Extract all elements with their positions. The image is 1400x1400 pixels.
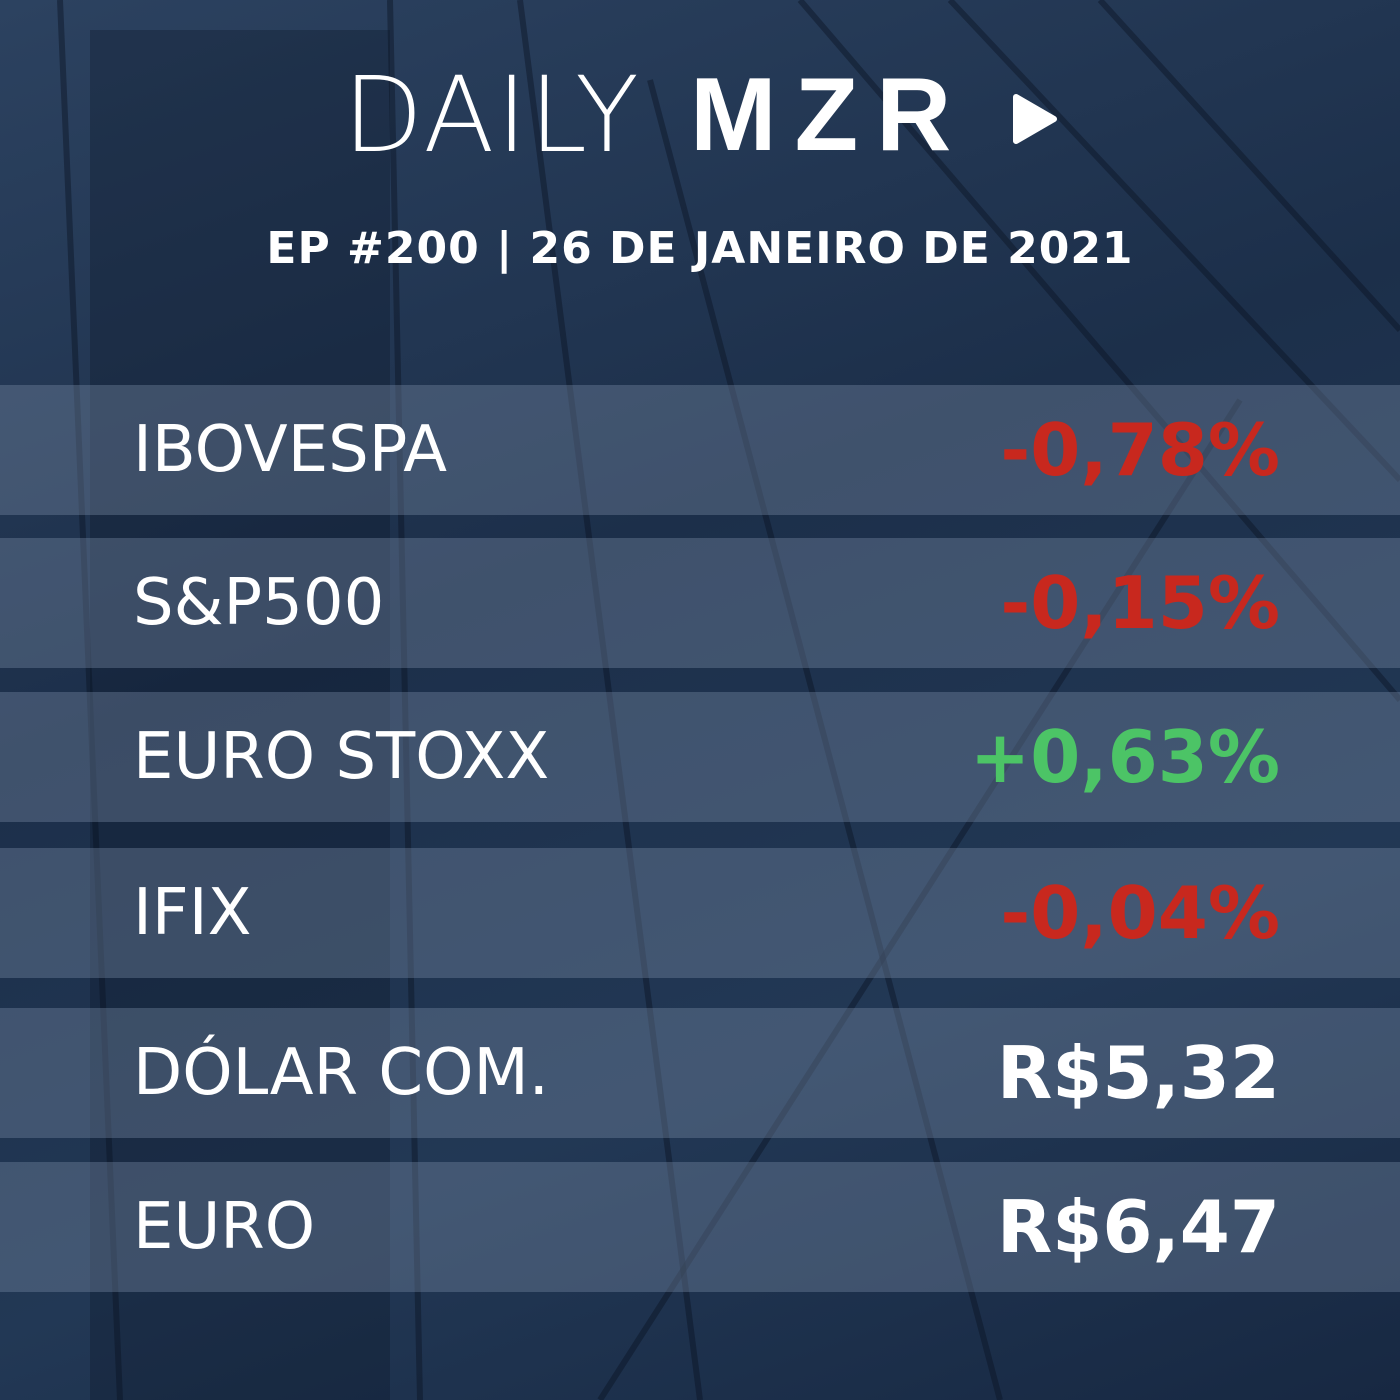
row-value: R$6,47: [996, 1185, 1280, 1269]
row-label: EURO STOXX: [133, 720, 550, 794]
row-value: +0,63%: [969, 715, 1280, 799]
table-row: EURO STOXX +0,63%: [0, 692, 1400, 822]
row-label: S&P500: [133, 566, 385, 640]
play-icon: [1013, 94, 1057, 144]
table-row: IBOVESPA -0,78%: [0, 385, 1400, 515]
row-value: -0,04%: [1000, 871, 1280, 955]
table-row: EURO R$6,47: [0, 1162, 1400, 1292]
brand-bold: MZR: [690, 57, 970, 173]
row-value: -0,15%: [1000, 561, 1280, 645]
row-label: EURO: [133, 1190, 316, 1264]
table-row: DÓLAR COM. R$5,32: [0, 1008, 1400, 1138]
row-value: -0,78%: [1000, 408, 1280, 492]
brand-light: DAILY: [343, 54, 641, 176]
logo: DAILY MZR: [0, 60, 1400, 170]
row-label: IFIX: [133, 876, 252, 950]
table-row: S&P500 -0,15%: [0, 538, 1400, 668]
row-label: DÓLAR COM.: [133, 1036, 549, 1110]
row-label: IBOVESPA: [133, 413, 448, 487]
table-row: IFIX -0,04%: [0, 848, 1400, 978]
row-value: R$5,32: [996, 1031, 1280, 1115]
subtitle: EP #200 | 26 DE JANEIRO DE 2021: [266, 223, 1134, 274]
